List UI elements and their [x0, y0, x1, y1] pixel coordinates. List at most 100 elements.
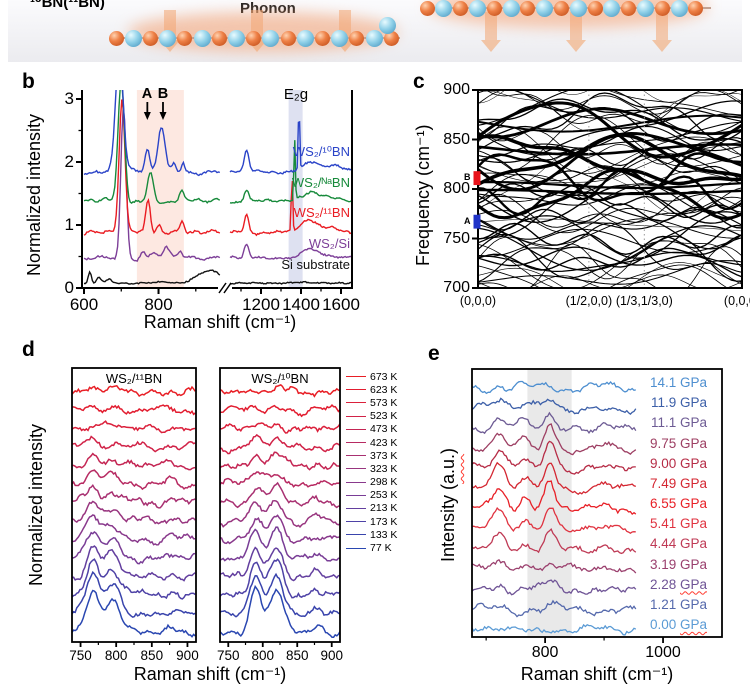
- legend-line: [346, 507, 366, 509]
- boron-atom: [688, 0, 704, 16]
- subplot-title-11bn: WS₂/¹¹BN: [105, 371, 163, 386]
- pressure-value: 11.1: [650, 415, 680, 431]
- kpoint-label: (0,0,0): [459, 294, 497, 308]
- x-tick-label: 750: [217, 648, 240, 663]
- temp-spectrum: [220, 499, 340, 528]
- legend-line: [346, 468, 366, 470]
- x-tick-label: 850: [285, 648, 309, 663]
- pressure-spectra-chart: [471, 368, 723, 643]
- marker-label: A: [464, 215, 471, 226]
- pressure-value: 2.28: [649, 576, 680, 592]
- spectrum-2: [229, 180, 352, 237]
- phonon-band-dense: [478, 180, 742, 190]
- nitrogen-atom: [502, 0, 520, 17]
- isotope-label: ¹⁰BN(¹¹BN): [30, 0, 105, 11]
- y-tick-label: 850: [443, 130, 470, 148]
- spectrum-4: [229, 280, 352, 285]
- pressure-value: 9.00: [649, 455, 680, 471]
- legend-line: [346, 521, 366, 523]
- panel-letter-b: b: [22, 70, 35, 93]
- legend-label: 77 K: [370, 542, 392, 555]
- nitrogen-atom: [193, 29, 211, 47]
- pressure-label: 9.75 GPa: [607, 436, 707, 451]
- boron-atom: [177, 30, 193, 46]
- temp-spectrum: [220, 514, 340, 545]
- pressure-unit: GPa: [679, 596, 707, 612]
- boron-atom: [142, 30, 158, 46]
- nitrogen-atom: [378, 16, 396, 34]
- spectrum-3: [83, 107, 221, 262]
- legend-label: 473 K: [370, 423, 398, 436]
- legend-label: 213 K: [370, 502, 398, 515]
- nitrogen-atom: [159, 29, 177, 47]
- phonon-band: [478, 92, 742, 141]
- legend-item: 473 K: [346, 423, 418, 436]
- y-tick-label: 900: [443, 81, 470, 98]
- panel-b-ylabel: Normalized intensity: [24, 113, 44, 277]
- temp-spectrum: [220, 471, 340, 488]
- temp-spectrum: [72, 469, 196, 491]
- legend-line: [346, 481, 366, 483]
- pressure-unit: GPa: [679, 496, 707, 512]
- pressure-value: 9.75: [649, 435, 680, 451]
- temp-spectrum: [72, 420, 196, 434]
- temp-spectrum: [72, 545, 196, 582]
- legend-item: 77 K: [346, 541, 418, 554]
- legend-label: 253 K: [370, 489, 398, 502]
- shaded-band: [136, 90, 184, 288]
- phonon-band: [478, 105, 742, 142]
- series-label: WS₂/¹⁰BN: [292, 144, 350, 159]
- panel-letter-d: d: [22, 338, 35, 361]
- pressure-unit: GPa: [679, 617, 707, 633]
- pressure-label: 0.00 GPa: [607, 617, 707, 632]
- axis-break: [218, 282, 227, 294]
- pressure-label: 4.44 GPa: [607, 536, 707, 551]
- legend-label: 298 K: [370, 476, 398, 489]
- phonon-arrow: [656, 12, 668, 40]
- temp-spectrum: [220, 404, 340, 418]
- annotation-b: B: [157, 86, 169, 102]
- pressure-spectrum: [472, 411, 637, 435]
- legend-label: 173 K: [370, 515, 398, 528]
- boron-atom: [587, 0, 603, 16]
- temp-spectrum: [72, 589, 196, 638]
- y-tick-label: 3: [64, 89, 74, 108]
- legend-item: 298 K: [346, 476, 418, 489]
- temp-spectrum: [220, 584, 340, 638]
- phonon-arrow: [570, 12, 582, 40]
- temp-spectrum: [220, 384, 340, 398]
- boron-atom: [553, 0, 569, 16]
- x-tick-label: 1000: [645, 644, 681, 661]
- legend-item: 173 K: [346, 515, 418, 528]
- boron-atom: [349, 30, 365, 46]
- pressure-label: 11.9 GPa: [607, 395, 707, 410]
- series-label: WS₂/¹¹BN: [293, 205, 350, 220]
- x-tick-label: 1600: [322, 295, 360, 314]
- pressure-label: 11.1 GPa: [607, 415, 707, 430]
- legend-item: 523 K: [346, 410, 418, 423]
- pressure-spectrum: [472, 623, 637, 636]
- phonon-band: [478, 234, 742, 271]
- x-tick-label: 800: [531, 644, 559, 661]
- panel-b-xlabel: Raman shift (cm⁻¹): [143, 312, 297, 332]
- phonon-band: [478, 218, 742, 246]
- pressure-spectrum: [472, 527, 637, 555]
- axis-break: [223, 282, 232, 294]
- nitrogen-atom: [296, 29, 314, 47]
- nitrogen-atom: [227, 29, 245, 47]
- phonon-band: [485, 90, 740, 125]
- legend-line: [346, 494, 366, 496]
- temperature-legend: 673 K 623 K 573 K 523 K 473 K 423 K 373 K 323 K…: [346, 370, 418, 555]
- pressure-label: 2.28 GPa: [607, 577, 707, 592]
- legend-item: 373 K: [346, 449, 418, 462]
- temp-spectrum: [72, 514, 196, 546]
- phonon-dispersion-chart: [472, 89, 743, 289]
- boron-atom: [453, 0, 469, 16]
- pressure-unit: GPa: [679, 556, 707, 572]
- pressure-value: 14.1: [649, 375, 680, 390]
- temp-spectrum: [220, 422, 340, 434]
- phonon-arrow: [485, 12, 497, 40]
- nitrogen-atom: [435, 0, 453, 17]
- spectrum-0: [229, 120, 352, 175]
- pressure-unit: GPa: [679, 435, 707, 451]
